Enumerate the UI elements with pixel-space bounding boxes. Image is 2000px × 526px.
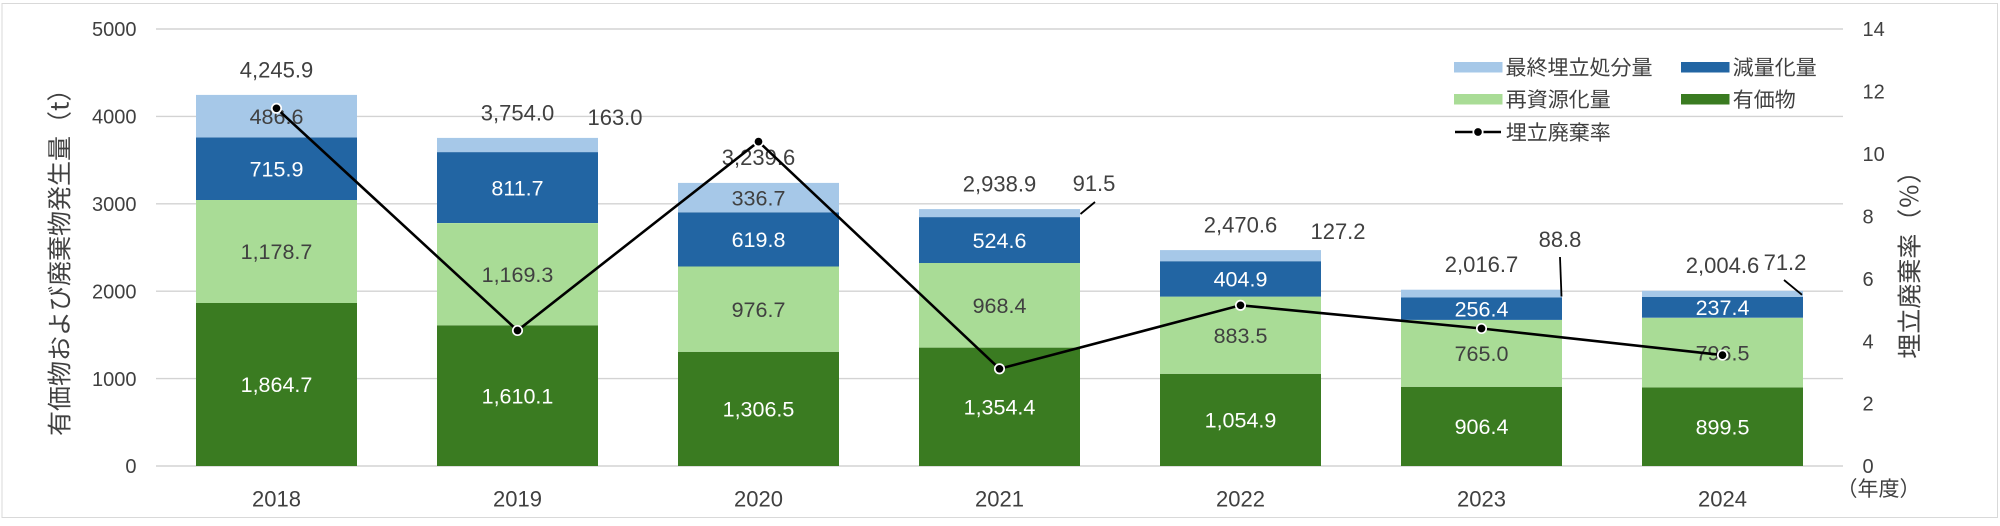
- svg-text:1,178.7: 1,178.7: [241, 240, 313, 264]
- svg-text:1,864.7: 1,864.7: [241, 373, 313, 397]
- svg-text:91.5: 91.5: [1073, 171, 1116, 196]
- svg-text:1000: 1000: [92, 369, 137, 391]
- svg-text:0: 0: [1863, 456, 1874, 478]
- svg-text:1,354.4: 1,354.4: [964, 396, 1036, 420]
- svg-text:6: 6: [1863, 269, 1874, 291]
- svg-text:2000: 2000: [92, 281, 137, 303]
- svg-text:883.5: 883.5: [1214, 324, 1268, 348]
- svg-text:899.5: 899.5: [1696, 415, 1750, 439]
- svg-text:2022: 2022: [1216, 486, 1265, 511]
- svg-text:5000: 5000: [92, 19, 137, 41]
- svg-text:2,016.7: 2,016.7: [1445, 252, 1518, 277]
- svg-text:88.8: 88.8: [1539, 227, 1582, 252]
- svg-text:1,054.9: 1,054.9: [1205, 409, 1277, 433]
- svg-text:336.7: 336.7: [732, 186, 786, 210]
- svg-text:976.7: 976.7: [732, 298, 786, 322]
- svg-text:4,245.9: 4,245.9: [240, 57, 313, 82]
- svg-text:4000: 4000: [92, 107, 137, 129]
- svg-text:237.4: 237.4: [1696, 296, 1750, 320]
- svg-text:1,306.5: 1,306.5: [723, 398, 795, 422]
- svg-text:163.0: 163.0: [587, 105, 642, 130]
- svg-text:71.2: 71.2: [1764, 250, 1807, 275]
- svg-text:811.7: 811.7: [491, 176, 543, 200]
- svg-text:2020: 2020: [734, 486, 783, 511]
- svg-text:715.9: 715.9: [250, 157, 304, 181]
- svg-text:256.4: 256.4: [1455, 297, 1509, 321]
- svg-text:2021: 2021: [975, 486, 1024, 511]
- svg-text:906.4: 906.4: [1455, 415, 1509, 439]
- svg-text:8: 8: [1863, 206, 1874, 228]
- svg-text:2024: 2024: [1698, 486, 1747, 511]
- svg-text:765.0: 765.0: [1455, 342, 1509, 366]
- svg-text:2023: 2023: [1457, 486, 1506, 511]
- svg-text:14: 14: [1863, 19, 1885, 41]
- svg-text:127.2: 127.2: [1310, 219, 1365, 244]
- svg-text:968.4: 968.4: [973, 294, 1027, 318]
- svg-text:2,004.6: 2,004.6: [1686, 253, 1759, 278]
- svg-text:3,754.0: 3,754.0: [481, 100, 554, 125]
- svg-text:2,938.9: 2,938.9: [963, 172, 1036, 197]
- svg-text:486.6: 486.6: [250, 105, 304, 129]
- svg-text:2019: 2019: [493, 486, 542, 511]
- svg-text:524.6: 524.6: [973, 229, 1027, 253]
- svg-text:1,610.1: 1,610.1: [482, 384, 554, 408]
- svg-text:0: 0: [125, 456, 136, 478]
- svg-text:2: 2: [1863, 394, 1874, 416]
- svg-text:2,470.6: 2,470.6: [1204, 213, 1277, 238]
- svg-text:619.8: 619.8: [732, 228, 786, 252]
- svg-text:404.9: 404.9: [1214, 268, 1268, 292]
- svg-text:3000: 3000: [92, 194, 137, 216]
- svg-text:10: 10: [1863, 144, 1885, 166]
- svg-text:1,169.3: 1,169.3: [482, 263, 554, 287]
- svg-text:4: 4: [1863, 331, 1874, 353]
- svg-text:2018: 2018: [252, 486, 301, 511]
- svg-text:12: 12: [1863, 82, 1885, 104]
